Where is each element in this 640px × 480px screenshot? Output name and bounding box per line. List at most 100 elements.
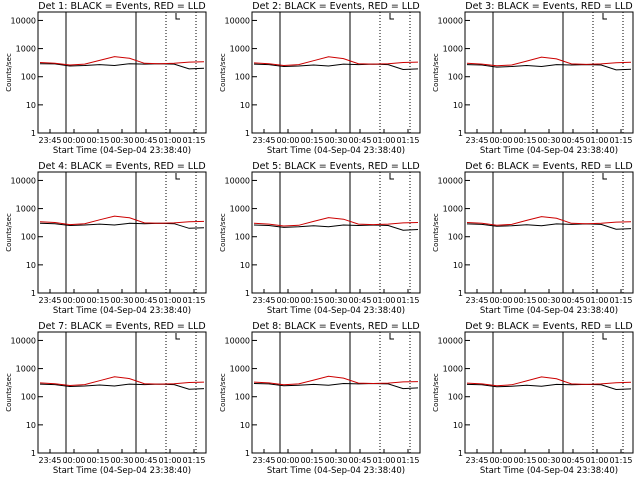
y-tick-label: 1000 (443, 365, 463, 374)
y-axis-label: Counts/sec (432, 53, 440, 92)
x-tick-label: 01:15 (609, 456, 632, 465)
y-tick-label: 1000 (230, 205, 250, 214)
x-tick-label: 23:45 (38, 136, 61, 145)
x-tick-label: 00:15 (300, 136, 323, 145)
y-tick-label: 10 (240, 261, 250, 270)
x-axis-label: Start Time (04-Sep-04 23:38:40) (480, 466, 618, 476)
panel-title: Det 6: BLACK = Events, RED = LLD (465, 161, 632, 172)
lld-series-line (253, 56, 419, 67)
y-tick-label: 10000 (438, 336, 463, 345)
panel-det-6: Det 6: BLACK = Events, RED = LLD 1 10 100 10… (432, 161, 634, 316)
events-series-line (466, 64, 632, 71)
top-bracket (602, 333, 607, 340)
top-bracket (389, 13, 394, 20)
y-tick-label: 10000 (225, 176, 250, 185)
x-axis-label: Start Time (04-Sep-04 23:38:40) (53, 146, 191, 156)
lld-series-line (253, 375, 419, 386)
lld-series-line (39, 56, 205, 66)
x-tick-label: 23:45 (252, 136, 275, 145)
x-axis-label: Start Time (04-Sep-04 23:38:40) (267, 306, 405, 316)
x-tick-label: 00:30 (537, 296, 560, 305)
x-axis-label: Start Time (04-Sep-04 23:38:40) (480, 306, 618, 316)
y-tick-label: 1 (458, 289, 463, 298)
x-tick-label: 00:45 (134, 136, 157, 145)
x-tick-label: 00:00 (489, 296, 512, 305)
x-tick-label: 23:45 (465, 136, 488, 145)
y-tick-label: 10000 (438, 16, 463, 25)
x-tick-label: 01:15 (609, 136, 632, 145)
x-tick-label: 01:15 (609, 296, 632, 305)
y-tick-label: 1000 (16, 205, 36, 214)
y-tick-label: 1000 (230, 45, 250, 54)
y-tick-label: 1 (245, 289, 250, 298)
x-axis-label: Start Time (04-Sep-04 23:38:40) (267, 466, 405, 476)
x-tick-label: 00:45 (348, 136, 371, 145)
y-tick-label: 10000 (11, 336, 36, 345)
x-tick-label: 00:15 (300, 456, 323, 465)
x-tick-label: 00:45 (134, 456, 157, 465)
panel-det-9: Det 9: BLACK = Events, RED = LLD 1 10 100 10… (432, 321, 634, 476)
x-tick-label: 00:45 (134, 296, 157, 305)
y-tick-label: 1 (245, 449, 250, 458)
panel-det-3: Det 3: BLACK = Events, RED = LLD 1 10 100 10… (432, 1, 634, 156)
lld-series-line (253, 217, 419, 227)
y-axis-label: Counts/sec (5, 53, 13, 92)
x-tick-label: 01:00 (585, 296, 608, 305)
x-tick-label: 00:00 (62, 456, 85, 465)
y-tick-label: 1 (31, 289, 36, 298)
top-bracket (602, 13, 607, 20)
y-axis-label: Counts/sec (5, 213, 13, 252)
panel-title: Det 5: BLACK = Events, RED = LLD (252, 161, 419, 172)
lld-series-line (466, 376, 632, 387)
top-bracket (389, 173, 394, 180)
y-tick-label: 10 (26, 101, 36, 110)
events-series-line (253, 382, 419, 390)
x-tick-label: 00:45 (561, 456, 584, 465)
x-tick-label: 00:45 (561, 136, 584, 145)
panel-title: Det 7: BLACK = Events, RED = LLD (38, 321, 205, 332)
x-axis-label: Start Time (04-Sep-04 23:38:40) (267, 146, 405, 156)
x-tick-label: 01:00 (372, 456, 395, 465)
y-tick-label: 10 (453, 261, 463, 270)
top-bracket (602, 173, 607, 180)
events-series-line (39, 383, 205, 390)
x-tick-label: 00:45 (348, 456, 371, 465)
y-tick-label: 10000 (225, 16, 250, 25)
x-tick-label: 00:15 (513, 136, 536, 145)
x-tick-label: 01:00 (372, 296, 395, 305)
panel-title: Det 1: BLACK = Events, RED = LLD (38, 1, 205, 12)
x-tick-label: 00:30 (537, 456, 560, 465)
events-series-line (39, 63, 205, 70)
y-tick-label: 10 (26, 421, 36, 430)
x-tick-label: 23:45 (38, 456, 61, 465)
x-tick-label: 01:00 (372, 136, 395, 145)
lld-series-line (39, 215, 205, 226)
x-tick-label: 00:30 (110, 456, 133, 465)
panel-det-4: Det 4: BLACK = Events, RED = LLD 1 10 100 10… (5, 161, 207, 316)
y-tick-label: 1 (31, 129, 36, 138)
x-tick-label: 01:15 (396, 136, 419, 145)
y-tick-label: 100 (448, 233, 463, 242)
x-tick-label: 01:15 (396, 296, 419, 305)
panel-title: Det 4: BLACK = Events, RED = LLD (38, 161, 205, 172)
y-axis-label: Counts/sec (219, 213, 227, 252)
y-axis-label: Counts/sec (219, 373, 227, 412)
y-tick-label: 10000 (11, 16, 36, 25)
y-axis-label: Counts/sec (5, 373, 13, 412)
plot-frame (37, 171, 207, 294)
x-tick-label: 00:00 (276, 296, 299, 305)
x-tick-label: 01:15 (396, 456, 419, 465)
panel-title: Det 2: BLACK = Events, RED = LLD (252, 1, 419, 12)
y-tick-label: 100 (235, 393, 250, 402)
x-tick-label: 01:00 (158, 296, 181, 305)
y-tick-label: 10 (453, 101, 463, 110)
plot-frame (251, 11, 421, 134)
x-tick-label: 23:45 (38, 296, 61, 305)
y-tick-label: 1 (245, 129, 250, 138)
x-tick-label: 00:45 (348, 296, 371, 305)
x-tick-label: 00:00 (62, 296, 85, 305)
x-tick-label: 00:45 (561, 296, 584, 305)
y-tick-label: 10 (26, 261, 36, 270)
x-tick-label: 00:00 (62, 136, 85, 145)
